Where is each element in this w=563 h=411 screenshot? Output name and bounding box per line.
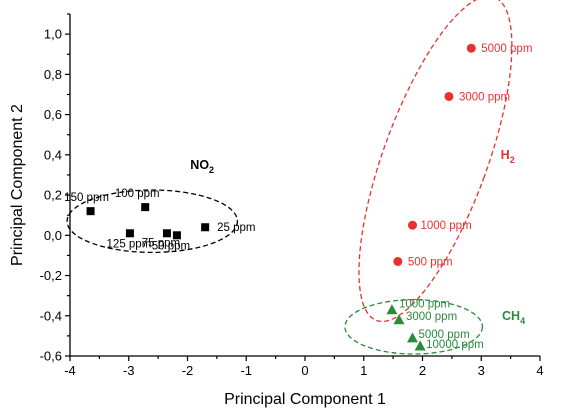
data-points [86, 43, 476, 351]
x-tick-label: -4 [64, 363, 76, 378]
point-label: 25 ppm [217, 222, 255, 234]
no2-point [201, 223, 210, 232]
point-label: 125 ppm [107, 238, 152, 250]
h2-group-label: H2 [501, 148, 515, 165]
ch4-point [386, 304, 398, 315]
y-tick-label: 0,4 [44, 147, 62, 162]
x-tick-label: 2 [419, 363, 426, 378]
y-tick-label: -0,2 [40, 268, 62, 283]
y-tick-label: -0,6 [40, 349, 62, 364]
h2-cluster-ellipse [358, 0, 513, 323]
group-label-subscript: 2 [510, 155, 515, 165]
point-label: 5000 ppm [419, 329, 470, 341]
cluster-ellipses [66, 0, 513, 355]
point-label: 500 ppm [408, 256, 453, 268]
x-axis-title: Principal Component 1 [224, 391, 386, 408]
y-axis-title: Principal Component 2 [9, 104, 26, 266]
point-label: 100 ppm [115, 188, 160, 200]
x-tick-label: 0 [301, 363, 308, 378]
point-label: 1000 ppm [399, 299, 450, 311]
point-label: 150 ppm [64, 192, 109, 204]
no2-point [86, 207, 95, 216]
point-label: 1000 ppm [421, 220, 472, 232]
x-tick-label: -1 [240, 363, 252, 378]
point-label: 3000 ppm [459, 91, 510, 103]
ch4-point [393, 314, 405, 325]
group-label-main: H [501, 148, 510, 162]
no2-point [162, 229, 171, 238]
no2-cluster-ellipse [66, 189, 239, 254]
x-tick-label: 4 [536, 363, 543, 378]
x-tick-label: 1 [360, 363, 367, 378]
ch4-point [407, 332, 419, 343]
ch4-group-label: CH4 [502, 309, 525, 326]
y-tick-label: 0,0 [44, 228, 62, 243]
y-tick-label: 1,0 [44, 27, 62, 42]
x-ticks: -4 -3 -2 -1 0 1 2 3 4 [64, 356, 544, 378]
x-tick-label: -3 [123, 363, 135, 378]
y-tick-label: 0,8 [44, 67, 62, 82]
point-label: 10000 ppm [426, 339, 484, 351]
point-label: 5000 ppm [481, 43, 532, 55]
no2-point [141, 203, 150, 212]
x-tick-label: -2 [182, 363, 194, 378]
y-tick-label: -0,4 [40, 308, 62, 323]
h2-point [408, 220, 418, 230]
h2-point [444, 91, 454, 101]
group-label-main: CH [502, 309, 520, 323]
group-label-subscript: 4 [520, 316, 525, 326]
point-label: 3000 ppm [406, 311, 457, 323]
y-ticks: -0,6 -0,4 -0,2 0,0 0,2 0,4 0,6 0,8 1,0 [40, 13, 70, 364]
no2-group-label: NO2 [190, 158, 214, 175]
ch4-cluster-ellipse [344, 299, 484, 355]
ch4-point [414, 340, 426, 351]
no2-point [125, 229, 134, 238]
point-label: 50 ppm [152, 240, 190, 252]
group-label-main: NO [190, 158, 209, 172]
y-tick-label: 0,6 [44, 107, 62, 122]
point-label: 75 ppm [142, 237, 180, 249]
h2-point [466, 43, 476, 53]
group-label-subscript: 2 [209, 165, 214, 175]
x-tick-label: 3 [478, 363, 485, 378]
axes [69, 14, 540, 357]
h2-point [393, 256, 403, 266]
y-tick-label: 0,2 [44, 188, 62, 203]
no2-point [172, 231, 181, 240]
